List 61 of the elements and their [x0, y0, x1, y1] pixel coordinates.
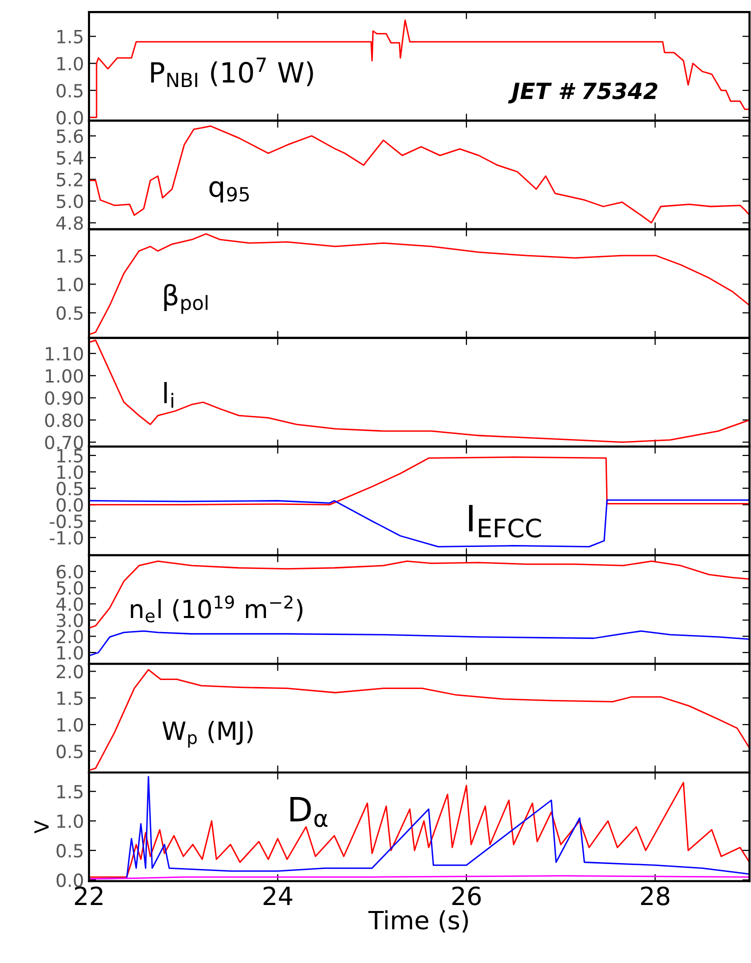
line-series	[88, 560, 750, 629]
y-tick-label: 0.5	[56, 482, 83, 496]
y-tick-label: 1.5	[57, 30, 83, 44]
y-tick-label: 0.5	[56, 84, 83, 98]
y-tick-label: 0.70	[45, 436, 83, 450]
y-tick-label: 1.5	[57, 692, 83, 706]
y-tick-label: 1.5	[57, 785, 83, 799]
y-tick-label: 0.80	[45, 413, 83, 428]
line-series	[88, 233, 750, 336]
y-tick-label: 1.5	[57, 449, 83, 463]
y-tick-label: -1.0	[50, 530, 83, 545]
y-tick-label: 5.2	[56, 172, 82, 186]
y-tick-label: 4.0	[56, 597, 83, 611]
y-tick-label: 0.5	[56, 844, 83, 858]
y-tick-label: 0.0	[56, 498, 83, 512]
annotation: l$_{i}$	[164, 382, 174, 408]
line-series	[88, 669, 750, 772]
y-tick-label: 2.0	[56, 664, 83, 678]
y-tick-label: -0.5	[50, 514, 83, 528]
y-tick-label: 1.5	[57, 249, 83, 263]
y-tick-label: 0.0	[56, 873, 83, 888]
y-tick-label: 1.0	[57, 718, 83, 732]
y-tick-label: 1.0	[57, 814, 83, 828]
y-tick-label: 6.0	[56, 564, 83, 579]
x-tick-label: 24	[264, 886, 292, 905]
y-tick-label: 1.0	[57, 56, 83, 70]
y-tick-label: 3.0	[56, 614, 83, 628]
y-tick-label: 5.0	[56, 194, 83, 208]
y-tick-label: 5.6	[56, 129, 83, 143]
x-tick-label: 22	[74, 886, 102, 905]
y-tick-label: 0.5	[56, 744, 83, 758]
y-tick-label: 0.90	[45, 391, 83, 405]
annotation: n$_{e}$l (10$^{19}$ m$^{−2}$)	[130, 595, 302, 622]
line-series	[88, 456, 750, 506]
y-tick-label: 1.0	[57, 465, 83, 479]
y-tick-label: 5.0	[56, 581, 83, 595]
line-series	[88, 339, 750, 443]
line-series	[88, 499, 750, 548]
annotation: β$_{pol}$	[164, 284, 208, 314]
x-tick-label: 28	[641, 886, 670, 906]
y-axis-title: V	[34, 820, 49, 834]
y-tick-label: 4.8	[56, 216, 83, 230]
x-axis-title: Time (s)	[368, 910, 468, 932]
line-series	[88, 630, 750, 656]
y-tick-label: 1.0	[57, 278, 83, 292]
annotation: q$_{95}$	[209, 181, 249, 202]
annotation: D$_{α}$	[290, 797, 328, 828]
y-tick-label: 1.00	[46, 369, 83, 383]
y-tick-label: 5.4	[56, 151, 84, 165]
y-tick-label: 1.10	[46, 346, 83, 361]
y-tick-label: 1.0	[57, 646, 83, 660]
x-tick-label: 26	[452, 886, 481, 906]
annotation: P$_{NBI}$ (10$^{7}$ W)	[151, 58, 313, 88]
line-series	[88, 125, 750, 224]
annotation: JET # 75342	[508, 82, 658, 104]
annotation: W$_{p}$ (MJ)	[162, 720, 253, 748]
y-tick-label: 0.5	[56, 306, 83, 320]
y-tick-label: 2.0	[56, 630, 83, 644]
y-tick-label: 0.0	[56, 110, 83, 125]
annotation: I$_{EFCC}$	[469, 504, 541, 538]
line-series	[88, 19, 750, 118]
